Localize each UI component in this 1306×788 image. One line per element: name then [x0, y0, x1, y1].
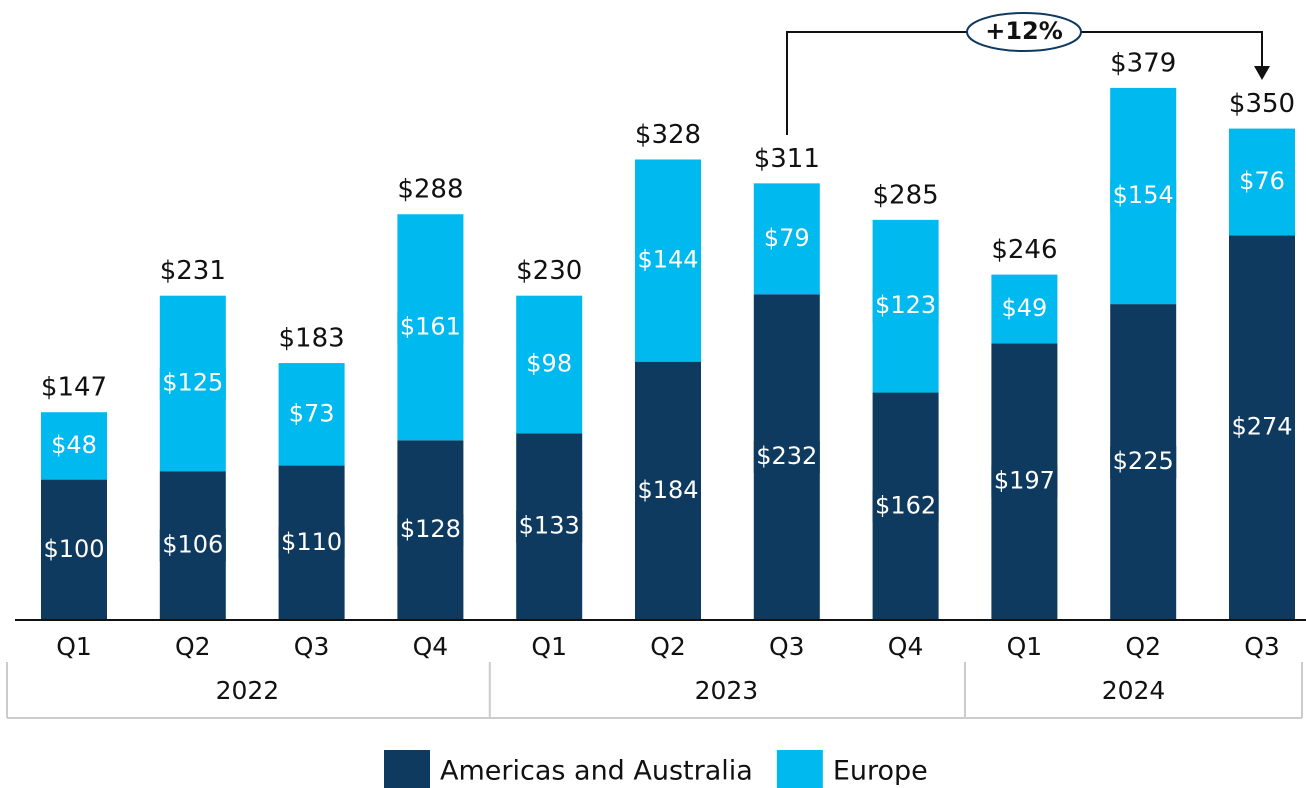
value-label-bg — [1236, 165, 1288, 198]
value-label-bg — [753, 441, 820, 474]
x-tick-label: Q2 — [175, 632, 211, 661]
total-label: $231 — [160, 256, 226, 286]
group-label: 2022 — [216, 676, 280, 705]
total-label: $379 — [1110, 48, 1176, 78]
annotation-bubble — [966, 12, 1082, 52]
value-label: $76 — [1239, 167, 1285, 195]
value-label-bg — [635, 474, 701, 507]
value-label: $161 — [400, 312, 461, 340]
x-tick-label: Q4 — [413, 632, 449, 661]
value-label: $133 — [519, 512, 580, 540]
annotation-group: +12% — [786, 12, 1270, 135]
legend-swatch — [384, 750, 430, 788]
total-label: $350 — [1229, 89, 1295, 119]
x-tick-label: Q3 — [769, 632, 805, 661]
value-label: $110 — [281, 528, 342, 556]
annotation-text: +12% — [985, 17, 1063, 45]
total-label: $285 — [873, 180, 939, 210]
value-label-bg — [397, 311, 464, 344]
x-tick-label: Q3 — [1244, 632, 1280, 661]
total-label: $311 — [754, 144, 820, 174]
value-label-bg — [286, 398, 338, 431]
total-label: $328 — [635, 120, 701, 150]
value-label: $125 — [162, 368, 223, 396]
value-label: $73 — [289, 399, 335, 427]
x-tick-label: Q3 — [294, 632, 330, 661]
total-label: $230 — [516, 256, 582, 286]
value-label: $274 — [1231, 413, 1292, 441]
value-label-bg — [397, 514, 464, 547]
value-label: $128 — [400, 515, 461, 543]
value-label: $100 — [43, 535, 104, 563]
value-label-bg — [872, 490, 939, 523]
value-label-bg — [159, 367, 226, 400]
annotation-arrowhead — [1254, 66, 1270, 80]
value-label-bg — [761, 222, 813, 255]
value-label: $49 — [1001, 294, 1047, 322]
value-label-bg — [1110, 446, 1177, 479]
x-tick-label: Q1 — [531, 632, 567, 661]
value-label-bg — [48, 429, 100, 462]
total-label: $147 — [41, 373, 107, 403]
value-label: $184 — [637, 476, 698, 504]
group-label: 2024 — [1102, 676, 1166, 705]
value-label-bg — [998, 293, 1050, 326]
x-tick-label: Q2 — [1125, 632, 1161, 661]
value-label-bg — [278, 526, 345, 559]
value-label: $79 — [764, 224, 810, 252]
value-label-bg — [1110, 179, 1177, 212]
value-label-bg — [1229, 411, 1295, 444]
value-label: $225 — [1113, 447, 1174, 475]
legend: Americas and Australia Europe — [384, 750, 928, 788]
legend-swatch — [776, 750, 823, 788]
value-label-bg — [159, 529, 226, 562]
value-label-bg — [523, 348, 575, 381]
x-tick-label: Q1 — [56, 632, 92, 661]
value-label: $162 — [875, 491, 936, 519]
group-label: 2023 — [695, 676, 759, 705]
total-label: $288 — [397, 175, 463, 205]
value-label-bg — [991, 465, 1058, 498]
x-tick-label: Q2 — [650, 632, 686, 661]
legend-label: Americas and Australia — [440, 756, 753, 787]
value-label: $123 — [875, 291, 936, 319]
x-tick-label: Q4 — [888, 632, 924, 661]
value-label-bg — [635, 244, 701, 277]
value-label: $154 — [1113, 181, 1174, 209]
value-label-bg — [516, 510, 583, 543]
value-label: $144 — [637, 246, 698, 274]
value-label: $98 — [526, 349, 572, 377]
total-label: $183 — [279, 324, 345, 354]
value-label: $232 — [756, 442, 817, 470]
value-label-bg — [41, 533, 107, 566]
value-label: $48 — [51, 431, 97, 459]
x-tick-label: Q1 — [1007, 632, 1043, 661]
value-label: $197 — [994, 467, 1055, 495]
legend-label: Europe — [833, 756, 928, 787]
value-label-bg — [872, 290, 939, 323]
total-label: $246 — [991, 235, 1057, 265]
value-label: $106 — [162, 531, 223, 559]
